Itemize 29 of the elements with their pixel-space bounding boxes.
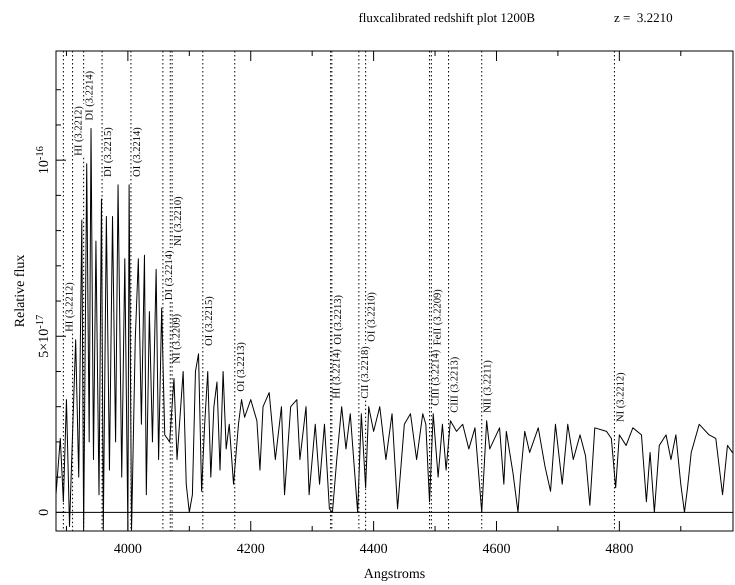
ref-line-label: DI (3.2214): [84, 70, 96, 120]
ref-line-label: DI (3.2215): [103, 126, 114, 177]
ref-line-label: NI (3.2212): [615, 372, 626, 422]
ref-line-label: OI (3.2214): [132, 126, 143, 177]
ref-line-label: DI (3.2214): [164, 250, 175, 300]
ref-line-label: OI (3.2213): [236, 342, 247, 392]
x-tick-label: 4600: [482, 542, 510, 557]
ref-line-label: FeII (3.2209): [432, 288, 444, 346]
ref-line-label: OI (3.2210): [366, 292, 378, 342]
ref-line-label: CIII (3.2213): [450, 356, 461, 413]
ref-line-label: NI (3.2210): [173, 196, 184, 246]
ref-line-label: OI (3.2213): [332, 294, 344, 345]
ref-line-label: HI (3.2212): [64, 282, 76, 332]
x-axis-title: Angstroms: [364, 567, 426, 582]
ref-line-label: CII (3.2218): [360, 346, 371, 399]
ref-line-label: OI (3.2215): [204, 296, 215, 346]
ref-line-label: CIII (3.2214): [430, 349, 442, 406]
x-tick-label: 4000: [114, 542, 142, 557]
chart-subtitle: z = 3.2210: [614, 10, 673, 25]
x-tick-label: 4200: [236, 542, 265, 557]
y-axis-title: Relative flux: [13, 254, 28, 328]
ref-line-label: NI (3.2209): [171, 313, 182, 364]
x-tick-label: 4800: [605, 542, 634, 557]
y-tick-label: 0: [37, 508, 52, 516]
chart-title: fluxcalibrated redshift plot 1200B: [358, 10, 536, 25]
ref-line-label: NII (3.2211): [482, 360, 494, 413]
x-tick-label: 4400: [360, 542, 388, 557]
ref-line-label: HI (3.2214): [332, 348, 343, 399]
ref-line-label: HI (3.2212): [74, 106, 85, 156]
